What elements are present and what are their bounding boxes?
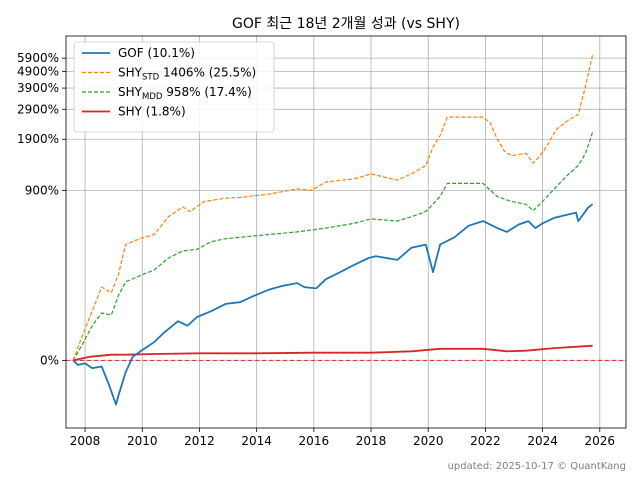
y-tick-label: 5900% bbox=[17, 51, 59, 65]
x-tick-label: 2016 bbox=[299, 434, 330, 448]
y-tick-label: 1900% bbox=[17, 132, 59, 146]
legend-entry-label: SHYMDD 958% (17.4%) bbox=[118, 85, 252, 102]
footer-updated: updated: 2025-10-17 © QuantKang bbox=[448, 461, 626, 472]
plot-frame bbox=[65, 35, 627, 429]
chart-title: GOF 최근 18년 2개월 성과 (vs SHY) bbox=[232, 16, 460, 32]
y-tick-label: 0% bbox=[40, 353, 59, 367]
y-tick-label: 2900% bbox=[17, 102, 59, 116]
x-tick-label: 2024 bbox=[527, 434, 558, 448]
x-tick-label: 2022 bbox=[470, 434, 501, 448]
series-line-gof bbox=[72, 203, 594, 406]
series-line-shy bbox=[72, 344, 593, 362]
y-tick-label: 4900% bbox=[17, 65, 59, 79]
legend-entry-label: GOF (10.1%) bbox=[118, 46, 195, 60]
legend-box bbox=[73, 41, 275, 133]
legend-entry-label: SHY (1.8%) bbox=[118, 105, 186, 119]
x-tick-label: 2012 bbox=[184, 434, 215, 448]
x-axis-ticks: 2008 2010 2012 2014 2016 2018 2020 2022 2024 2026 bbox=[70, 428, 615, 448]
y-axis-ticks: 0% 900% 1900% 2900% 3900% 4900%5900% bbox=[17, 51, 66, 367]
x-tick-label: 2014 bbox=[241, 434, 272, 448]
x-tick-label: 2018 bbox=[356, 434, 387, 448]
y-tick-label: 900% bbox=[25, 183, 59, 197]
x-tick-label: 2008 bbox=[70, 434, 101, 448]
legend-entry-label: SHYSTD 1406% (25.5%) bbox=[118, 66, 256, 83]
x-gridlines bbox=[84, 36, 601, 428]
y-tick-label: 3900% bbox=[17, 81, 59, 95]
x-tick-label: 2010 bbox=[127, 434, 158, 448]
series-line-shy-std bbox=[72, 54, 594, 361]
x-tick-label: 2026 bbox=[585, 434, 616, 448]
series-layer bbox=[72, 54, 594, 406]
x-tick-label: 2020 bbox=[413, 434, 444, 448]
legend: GOF (10.1%) SHYSTD 1406% (25.5%) SHYMDD 95… bbox=[73, 41, 275, 133]
series-line-shy-mdd bbox=[72, 132, 594, 361]
